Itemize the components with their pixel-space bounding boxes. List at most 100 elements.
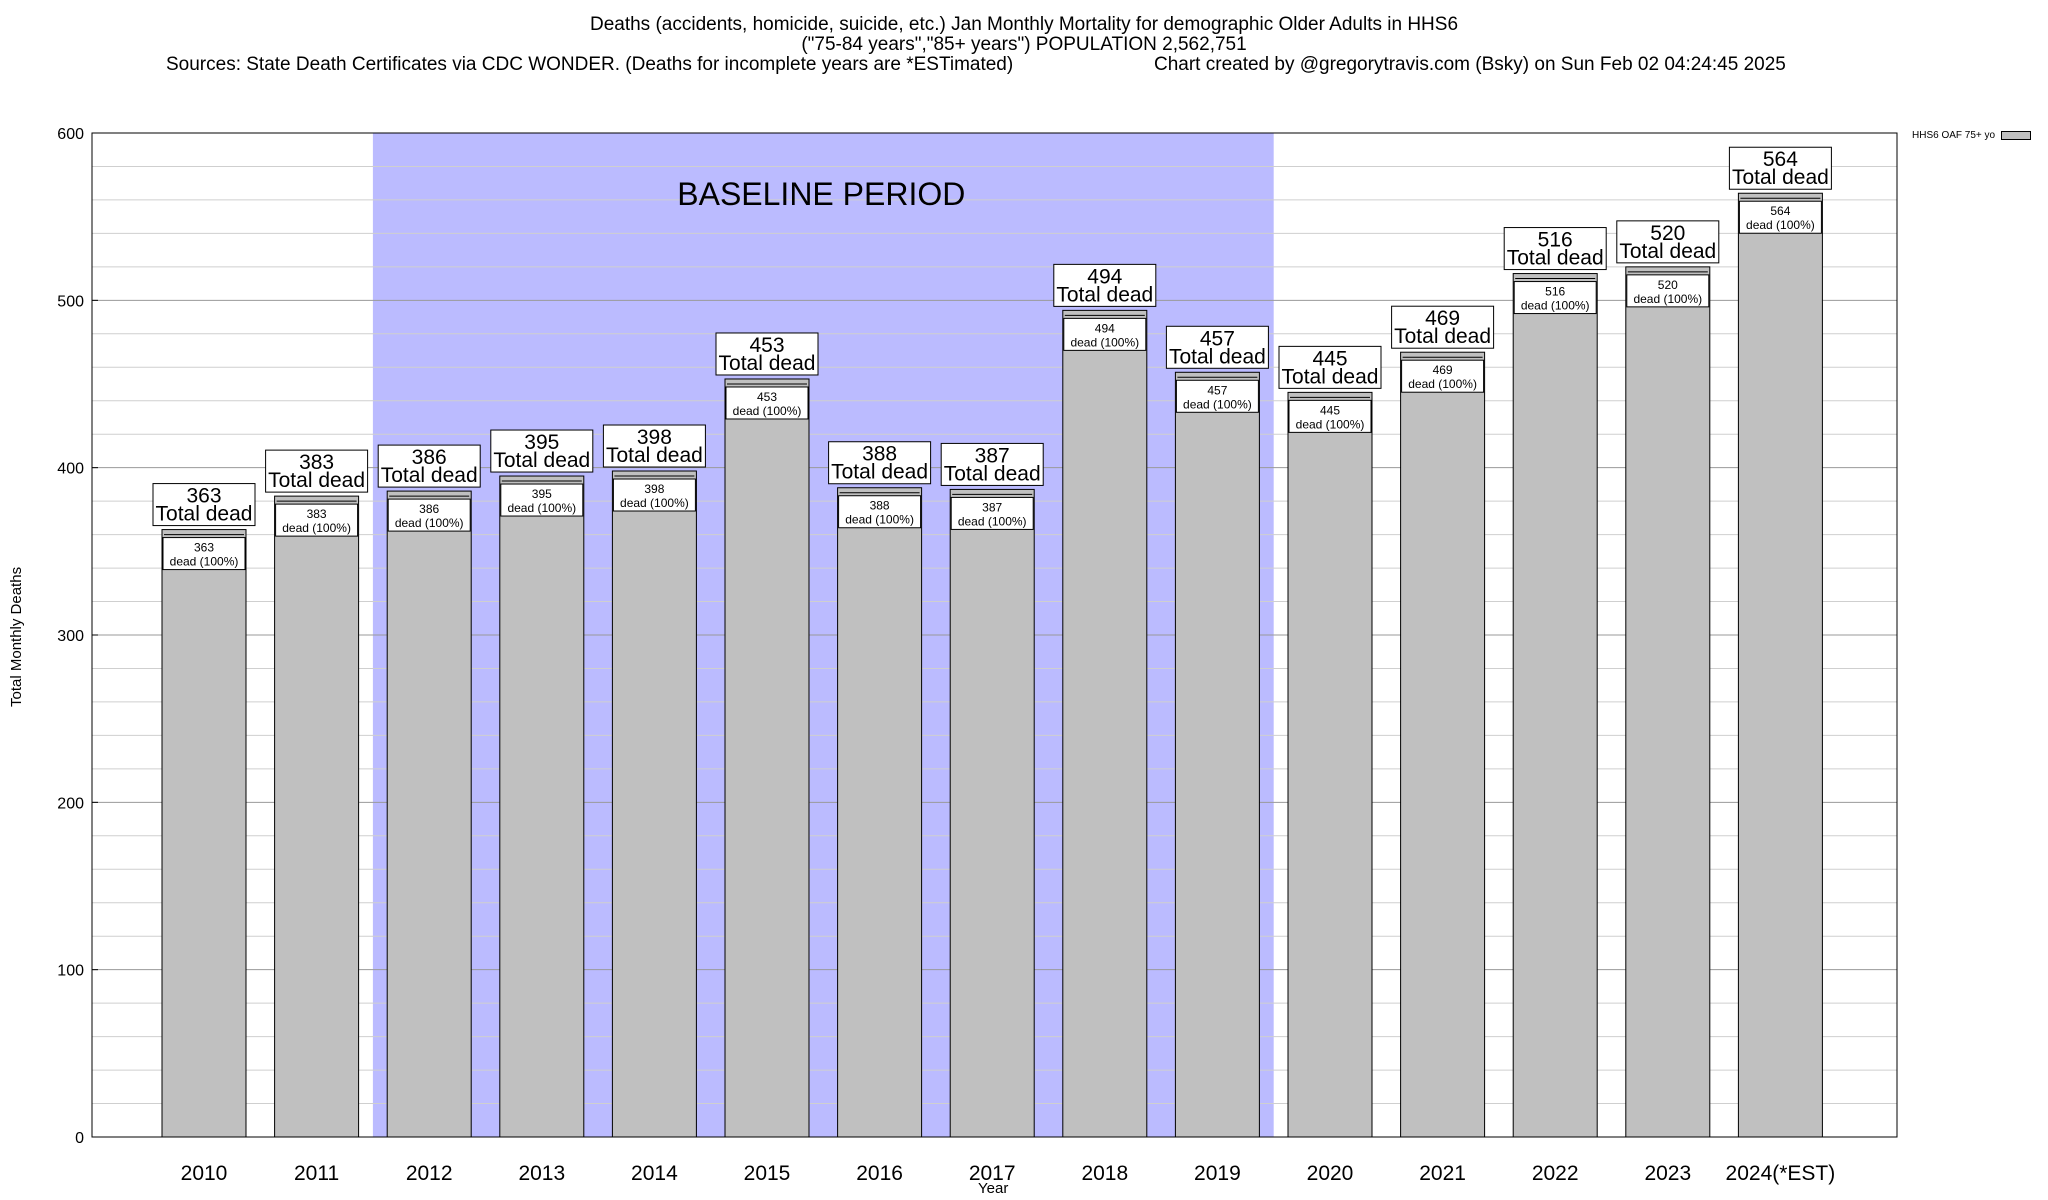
x-tick-label: 2024(*EST) [1726, 1162, 1836, 1185]
bar [949, 488, 1035, 1138]
inner-value-label: 445 [1320, 403, 1340, 417]
inner-label-box [838, 495, 922, 529]
bar [1512, 273, 1598, 1138]
inner-percent-label: dead (100%) [1408, 377, 1477, 391]
top-total-label: Total dead [1732, 166, 1829, 189]
inner-label-box [162, 537, 246, 571]
chart-title-line1: Deaths (accidents, homicide, suicide, et… [589, 14, 1459, 35]
top-label-box [602, 424, 706, 468]
bar [386, 490, 472, 1138]
inner-percent-label: dead (100%) [170, 555, 239, 569]
inner-percent-label: dead (100%) [1183, 397, 1252, 411]
inner-value-label: 564 [1770, 204, 1790, 218]
bar [499, 475, 585, 1138]
top-value-label: 398 [637, 426, 672, 449]
x-axis-label: Year [978, 1180, 1009, 1197]
top-label-box [828, 441, 932, 485]
top-value-label: 388 [862, 443, 897, 466]
x-tick-label: 2017 [969, 1162, 1016, 1185]
top-value-label: 453 [749, 334, 784, 357]
inner-value-label: 387 [982, 500, 1002, 514]
inner-label-box [725, 386, 809, 420]
top-label-box [265, 449, 369, 493]
inner-value-label: 516 [1545, 285, 1565, 299]
x-tick-label: 2010 [181, 1162, 228, 1185]
top-label-box [377, 444, 481, 488]
inner-label-box [1738, 200, 1822, 234]
inner-value-label: 388 [870, 499, 890, 513]
baseline-period-label: BASELINE PERIOD [677, 176, 965, 212]
legend-label: HHS6 OAF 75+ yo [1912, 130, 1996, 141]
inner-percent-label: dead (100%) [1633, 292, 1702, 306]
top-value-label: 520 [1650, 222, 1685, 245]
top-total-label: Total dead [1282, 365, 1379, 388]
y-tick-label: 400 [57, 461, 84, 478]
inner-label-box [1063, 317, 1147, 351]
top-label-box [1728, 146, 1832, 190]
top-value-label: 516 [1538, 229, 1573, 252]
y-tick-label: 100 [57, 963, 84, 980]
inner-label-box [1175, 379, 1259, 413]
inner-percent-label: dead (100%) [1070, 335, 1139, 349]
x-tick-label: 2016 [856, 1162, 903, 1185]
bar [274, 495, 360, 1138]
inner-label-box [500, 483, 584, 517]
inner-percent-label: dead (100%) [733, 404, 802, 418]
top-value-label: 386 [412, 446, 447, 469]
bar [1062, 309, 1148, 1138]
top-label-box [940, 442, 1044, 486]
inner-value-label: 383 [307, 507, 327, 521]
top-label-box [1278, 345, 1382, 389]
bar [837, 487, 923, 1138]
top-total-label: Total dead [1507, 247, 1604, 270]
inner-percent-label: dead (100%) [507, 501, 576, 515]
bar [611, 470, 697, 1138]
top-total-label: Total dead [1169, 345, 1266, 368]
inner-value-label: 453 [757, 390, 777, 404]
top-total-label: Total dead [268, 469, 365, 492]
inner-percent-label: dead (100%) [395, 516, 464, 530]
top-total-label: Total dead [1056, 283, 1153, 306]
top-label-box [715, 332, 819, 376]
x-tick-label: 2014 [631, 1162, 678, 1185]
top-value-label: 363 [186, 485, 221, 508]
inner-value-label: 363 [194, 541, 214, 555]
inner-percent-label: dead (100%) [1521, 299, 1590, 313]
bar [1737, 192, 1823, 1138]
bar [1400, 351, 1486, 1138]
inner-label-box [387, 498, 471, 532]
top-value-label: 387 [975, 444, 1010, 467]
y-tick-label: 500 [57, 293, 84, 310]
x-tick-label: 2015 [744, 1162, 791, 1185]
y-tick-label: 300 [57, 628, 84, 645]
top-value-label: 564 [1763, 148, 1798, 171]
top-value-label: 445 [1312, 347, 1347, 370]
top-value-label: 457 [1200, 327, 1235, 350]
top-value-label: 494 [1087, 265, 1122, 288]
inner-value-label: 398 [644, 482, 664, 496]
y-tick-label: 600 [57, 126, 84, 143]
x-tick-label: 2023 [1644, 1162, 1691, 1185]
x-tick-label: 2011 [294, 1162, 339, 1185]
inner-percent-label: dead (100%) [1296, 417, 1365, 431]
x-tick-label: 2018 [1081, 1162, 1128, 1185]
inner-label-box [1401, 359, 1485, 393]
legend-swatch [2001, 131, 2032, 140]
chart-title-line2: ("75-84 years","85+ years") POPULATION 2… [801, 34, 1247, 55]
x-tick-label: 2019 [1194, 1162, 1241, 1185]
bar [1174, 371, 1260, 1138]
inner-value-label: 386 [419, 502, 439, 516]
bar [1625, 266, 1711, 1138]
top-label-box [1053, 263, 1157, 307]
inner-percent-label: dead (100%) [620, 496, 689, 510]
top-value-label: 395 [524, 431, 559, 454]
top-total-label: Total dead [493, 449, 590, 472]
inner-value-label: 469 [1433, 363, 1453, 377]
inner-percent-label: dead (100%) [845, 513, 914, 527]
top-value-label: 383 [299, 451, 334, 474]
bar [1287, 391, 1373, 1138]
top-value-label: 469 [1425, 307, 1460, 330]
inner-value-label: 494 [1095, 321, 1115, 335]
inner-value-label: 457 [1207, 383, 1227, 397]
